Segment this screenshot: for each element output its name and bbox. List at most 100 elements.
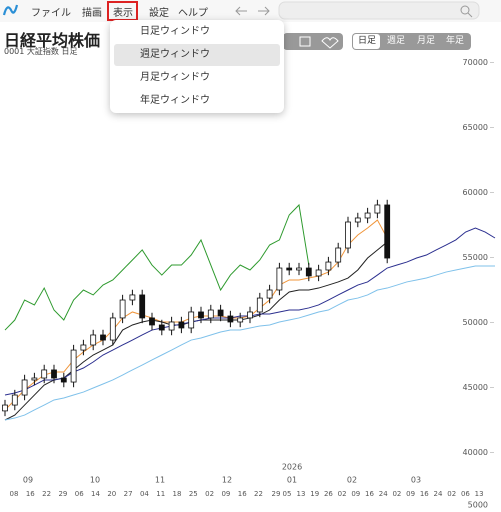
tool-buttons[interactable] [283,33,343,50]
day-label: 04 [140,490,149,498]
day-label: 09 [351,490,360,498]
day-label: 29 [272,490,281,498]
candle-body [70,349,77,383]
day-label: 02 [447,490,456,498]
candle-body [305,267,312,277]
day-label: 02 [392,490,401,498]
back-arrow[interactable] [235,6,247,16]
period-button[interactable]: 週足 [386,36,405,46]
period-button[interactable]: 月足 [416,36,435,46]
day-label: 16 [26,490,35,498]
day-label: 16 [238,490,247,498]
candle-body [384,204,391,259]
day-label: 22 [254,490,263,498]
candle-body [188,311,195,329]
app-logo [2,4,19,16]
day-label: 13 [297,490,306,498]
day-label: 02 [338,490,347,498]
search-icon [467,12,473,18]
menu-item[interactable]: 表示 [113,8,133,19]
day-label: 16 [420,490,429,498]
y-tick-label: 65000 [463,123,488,132]
tool-icon [321,37,339,49]
period-selected [353,34,380,49]
month-label: 01 [287,476,297,485]
candle-body [31,377,38,381]
indicator-line [4,203,310,331]
candle-body [286,267,293,271]
y-tick-label: 70000 [463,58,488,67]
candle-body [178,321,185,329]
forward-arrow[interactable] [258,6,270,16]
dropdown-item[interactable]: 年足ウィンドウ [140,95,210,106]
candle-body [168,321,175,331]
day-label: 19 [310,490,319,498]
day-label: 06 [75,490,84,498]
day-label: 27 [124,490,133,498]
dropdown-item[interactable]: 週足ウィンドウ [114,44,280,66]
month-label: 09 [23,476,33,485]
candle-body [198,311,204,319]
day-label: 13 [475,490,484,498]
day-label: 18 [173,490,182,498]
day-label: 11 [156,490,165,498]
candle-body [296,267,302,271]
candle-body [11,394,18,406]
day-label: 06 [461,490,470,498]
candle-body [364,212,371,219]
day-label: 14 [91,490,100,498]
period-button[interactable]: 年足 [445,36,464,46]
candle-body [109,317,116,341]
year-label: 2026 [282,463,302,472]
menu-item[interactable]: 設定 [149,8,169,19]
indicator-line [4,219,388,411]
month-label: 10 [90,476,100,485]
candle-body [335,247,342,263]
dropdown-menu: 日足ウィンドウ 週足ウィンドウ 月足ウィンドウ 年足ウィンドウ [110,20,284,113]
day-label: 26 [324,490,333,498]
month-label: 12 [222,476,232,485]
candle-body [60,377,67,383]
candle-body [266,289,273,299]
menu-item[interactable]: 描画 [82,8,102,19]
y-tick-label: 50000 [463,318,488,327]
candle-body [100,334,106,341]
candle-body [374,204,381,214]
period-button[interactable]: 日足 [357,36,376,46]
candle-body [51,369,57,379]
day-label: 09 [406,490,415,498]
candle-body [21,379,28,396]
candle-body [90,334,97,346]
candle-body [325,261,332,271]
candle-body [345,221,351,249]
month-label: 03 [411,476,421,485]
candle-body [80,344,87,351]
period-group [352,33,471,50]
day-label: 02 [205,490,214,498]
candle-body [158,324,165,331]
candle-body [354,217,361,223]
candle-body [139,294,146,319]
candle-body [207,309,214,319]
dropdown-item[interactable]: 月足ウィンドウ [140,72,210,83]
candle-body [237,317,244,323]
day-label: 08 [10,490,19,498]
day-label: 16 [365,490,374,498]
dropdown-item[interactable]: 日足ウィンドウ [140,26,210,37]
search-icon [460,5,470,15]
menu-item[interactable]: ヘルプ [178,8,208,19]
candle-body [217,309,224,317]
candle-body [129,294,136,301]
day-label: 22 [42,490,51,498]
chart-subtitle: 0001 大証指数 日足 [4,47,78,56]
candle-body [276,267,283,291]
month-label: 02 [347,476,357,485]
menu-item[interactable]: ファイル [31,8,71,19]
chart-title: 日経平均株価 [4,31,101,50]
search-box[interactable] [278,1,480,20]
candle-body [149,317,155,326]
candle-body [2,404,8,412]
day-label: 29 [58,490,67,498]
